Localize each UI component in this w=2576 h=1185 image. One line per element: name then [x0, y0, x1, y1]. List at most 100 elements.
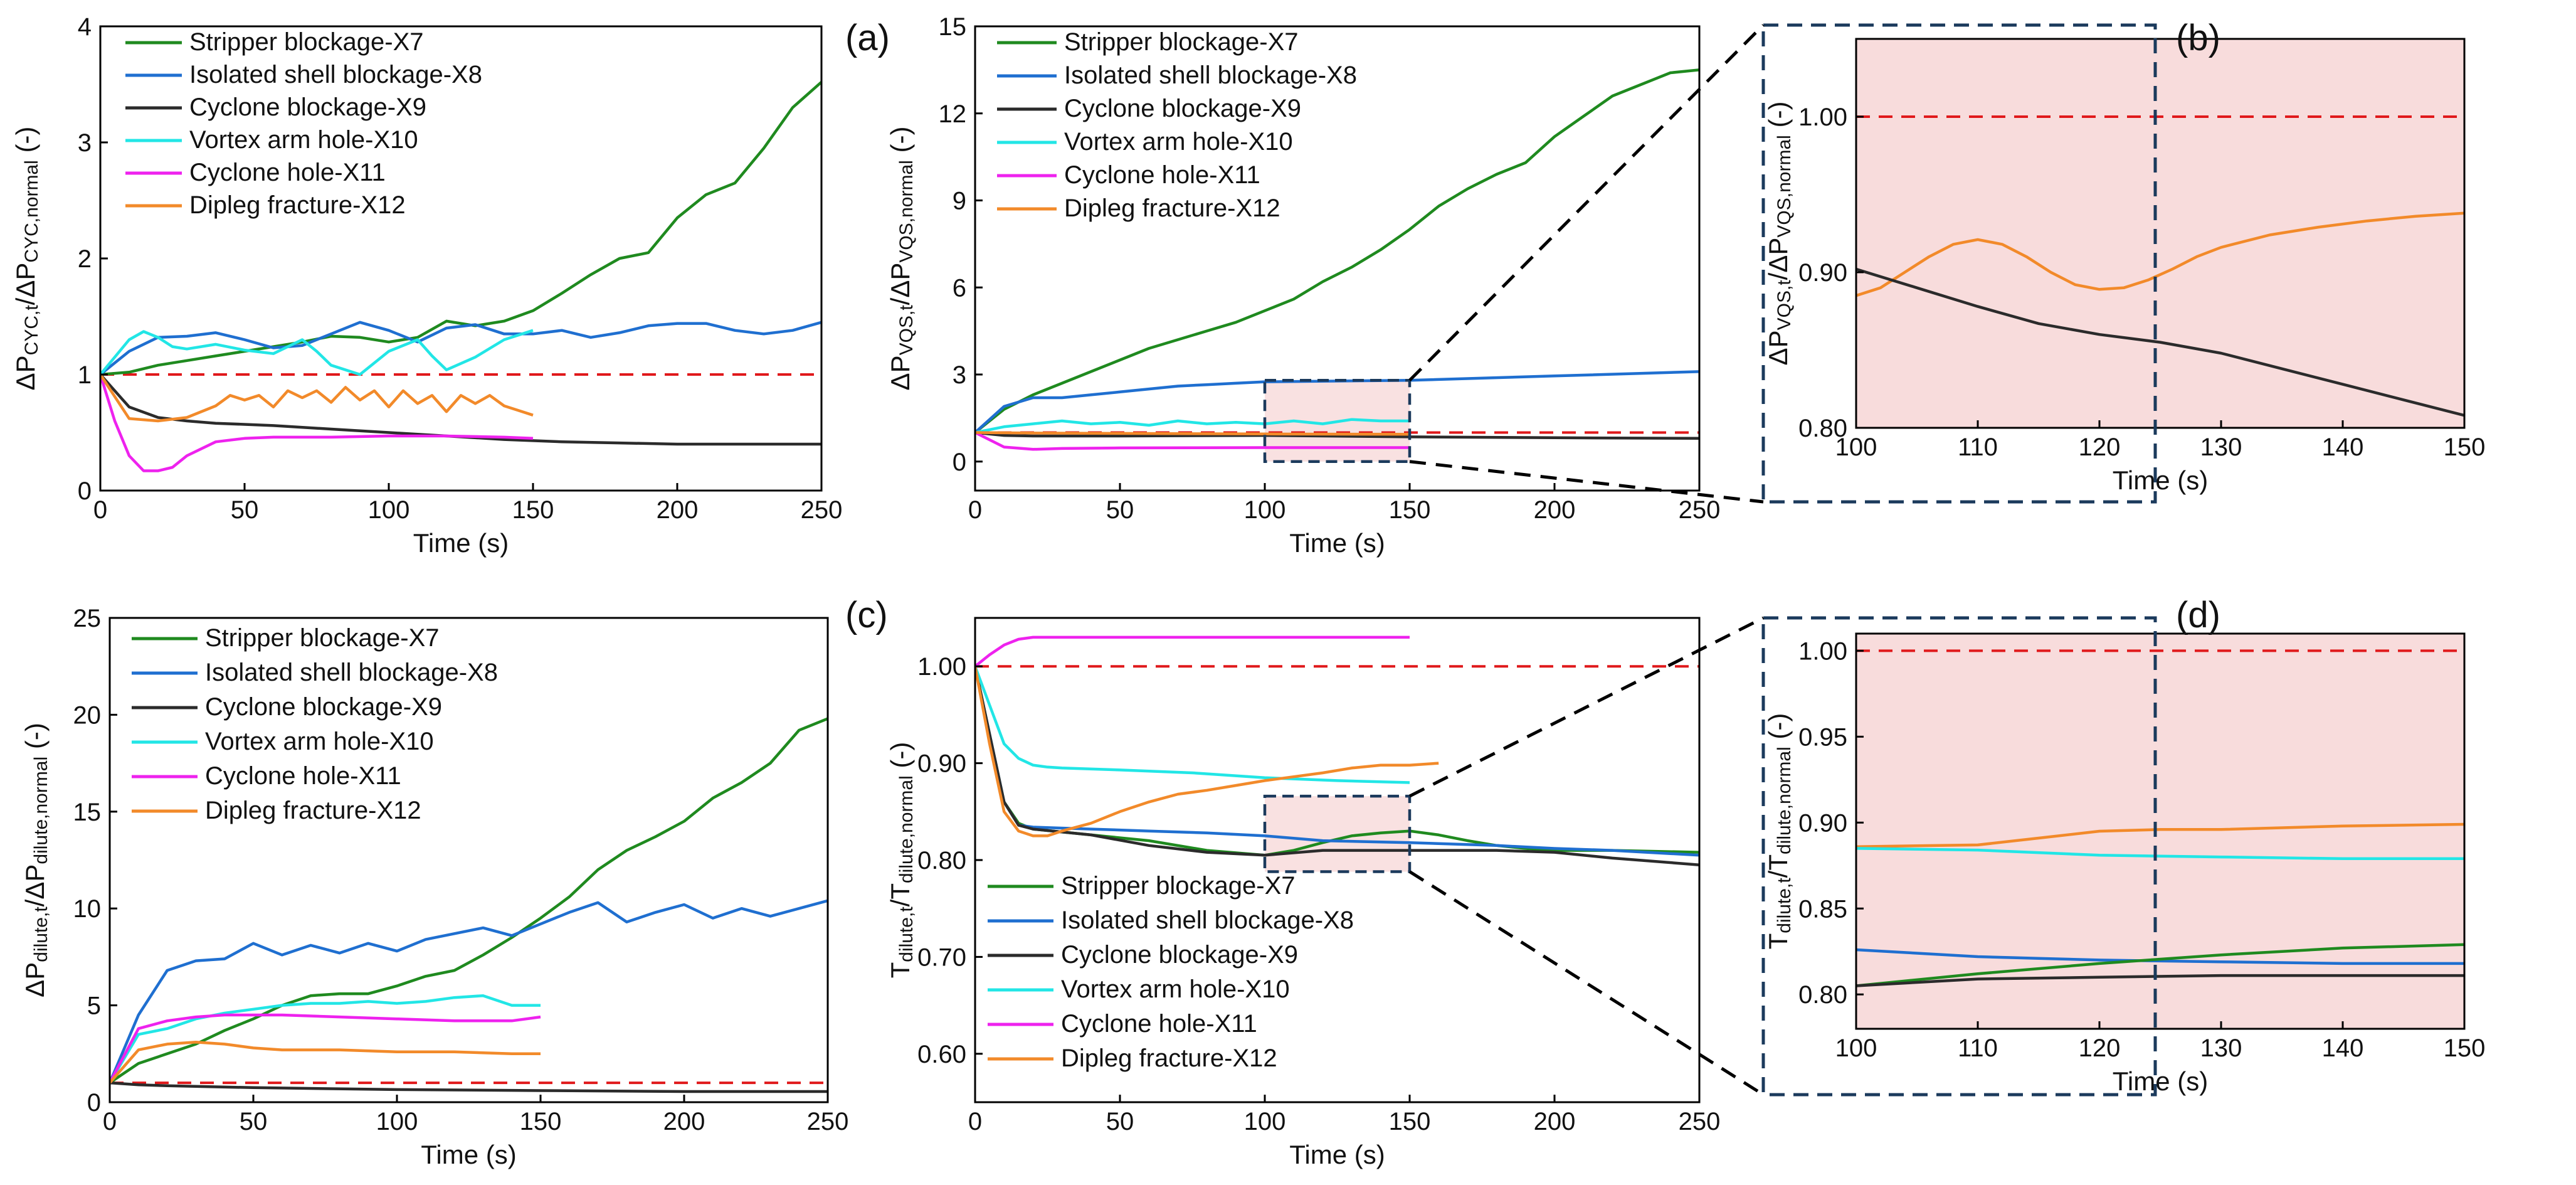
pa-series-X11 — [975, 431, 1410, 451]
p2-legend-label-X7: Stripper blockage-X7 — [205, 624, 440, 652]
pc-connector-top — [1408, 616, 1765, 798]
p2-series-X12 — [110, 1041, 541, 1084]
pb-y-tick-label: 0.80 — [1798, 415, 1847, 442]
pb-x-tick-label: 120 — [2079, 433, 2121, 461]
pd-y-axis-label-part-1: dilute,t — [1774, 878, 1795, 933]
p2-y-tick-label: 5 — [87, 992, 101, 1020]
p2-legend-label-X9: Cyclone blockage-X9 — [205, 693, 442, 721]
p1-x-tick-label: 50 — [231, 496, 259, 524]
pc-y-axis-label-part-0: T — [885, 962, 915, 979]
pc-y-tick-label: 0.70 — [917, 943, 966, 971]
pc-x-tick-label: 150 — [1389, 1108, 1431, 1135]
pb-series-X12 — [1856, 211, 2464, 297]
p1-y-axis-label-part-0: ΔP — [11, 355, 40, 390]
pb-y-axis-label-part-0: ΔP — [1763, 330, 1793, 365]
p2-x-tick-label: 0 — [103, 1108, 117, 1135]
p1-series-X10 — [100, 329, 534, 376]
pd-y-tick-label: 1.00 — [1798, 637, 1847, 665]
pc-y-axis-label-part-1: dilute,t — [896, 906, 917, 962]
p2-y-axis-label: ΔPdilute,t/ΔPdilute,normal (-) — [20, 723, 51, 997]
pa-x-tick-label: 100 — [1244, 496, 1286, 524]
panel-label-d: (d) — [2176, 595, 2220, 635]
p1-y-tick-label: 0 — [78, 477, 92, 505]
pb-x-tick-label: 100 — [1835, 433, 1877, 461]
pb-plot-frame — [1855, 38, 2466, 429]
pa-connector-top — [1408, 24, 1765, 382]
pa-legend-label-X12: Dipleg fracture-X12 — [1064, 194, 1280, 222]
pb-x-tick-label: 150 — [2444, 433, 2486, 461]
pd-y-tick-label: 0.85 — [1798, 895, 1847, 923]
panel-label-c: (c) — [845, 595, 888, 635]
pa-legend-label-X7: Stripper blockage-X7 — [1064, 28, 1299, 56]
pd-series-X8 — [1856, 948, 2464, 965]
p2-y-axis-label-part-4: (-) — [20, 723, 50, 757]
pa-x-tick-label: 150 — [1389, 496, 1431, 524]
pa-x-tick-label: 250 — [1679, 496, 1721, 524]
pa-x-tick-label: 50 — [1106, 496, 1134, 524]
p1-x-tick-label: 0 — [93, 496, 107, 524]
pd-x-tick-label: 130 — [2200, 1034, 2242, 1062]
pb-y-axis-label-part-4: (-) — [1763, 102, 1793, 136]
panel-label-b: (b) — [2176, 18, 2220, 58]
pd-x-tick-label: 110 — [1958, 1034, 1998, 1062]
pb-inset-background — [1856, 39, 2464, 428]
p1-series-X12 — [100, 373, 534, 423]
p1-y-tick-label: 3 — [78, 129, 92, 157]
pd-series-X10 — [1856, 847, 2464, 861]
pa-legend-label-X10: Vortex arm hole-X10 — [1064, 128, 1293, 156]
pa-y-tick-label: 12 — [939, 100, 967, 128]
pd-y-axis-label-part-0: T — [1763, 933, 1793, 950]
pd-y-tick-label: 0.95 — [1798, 723, 1847, 751]
pc-y-tick-label: 1.00 — [917, 653, 966, 681]
p1-x-tick-label: 150 — [512, 496, 554, 524]
pa-legend-label-X9: Cyclone blockage-X9 — [1064, 95, 1301, 122]
p1-legend-label-X10: Vortex arm hole-X10 — [189, 126, 418, 154]
p1-y-axis-label-part-3: CYC,normal — [21, 160, 42, 262]
pc-y-tick-label: 0.90 — [917, 750, 966, 778]
inset-frame-d — [1761, 616, 2157, 1097]
pb-y-tick-label: 1.00 — [1798, 104, 1847, 131]
pc-x-tick-label: 0 — [968, 1108, 982, 1135]
pa-series-X12 — [975, 431, 1410, 436]
pa-y-axis-label-part-0: ΔP — [885, 355, 915, 390]
p1-series-X8 — [100, 321, 821, 376]
p2-y-tick-label: 10 — [73, 895, 102, 923]
pd-x-tick-label: 100 — [1835, 1034, 1877, 1062]
p1-x-tick-label: 250 — [801, 496, 843, 524]
pb-y-axis-label-part-2: /ΔP — [1763, 238, 1793, 280]
pa-series-X10 — [975, 418, 1410, 434]
pd-y-axis-label-part-4: (-) — [1763, 713, 1793, 747]
pa-y-tick-label: 0 — [953, 449, 966, 476]
pc-legend-label-X9: Cyclone blockage-X9 — [1061, 941, 1298, 969]
p2-x-tick-label: 150 — [520, 1108, 562, 1135]
pa-series-X9 — [975, 431, 1699, 440]
pa-legend-label-X8: Isolated shell blockage-X8 — [1064, 61, 1357, 89]
pc-y-axis-label: Tdilute,t/Tdilute,normal (-) — [885, 742, 917, 979]
p2-y-axis-label-part-2: /ΔP — [20, 864, 50, 907]
pd-y-axis-label-part-2: /T — [1763, 854, 1793, 878]
pb-y-axis-label: ΔPVQS,t/ΔPVQS,normal (-) — [1763, 102, 1795, 366]
p1-y-tick-label: 2 — [78, 245, 92, 273]
p2-legend-label-X10: Vortex arm hole-X10 — [205, 728, 434, 755]
pa-zoom-region-box — [1263, 379, 1412, 463]
pc-series-X9 — [975, 666, 1699, 866]
p1-x-tick-label: 200 — [657, 496, 699, 524]
pa-y-axis-label: ΔPVQS,t/ΔPVQS,normal (-) — [885, 127, 917, 391]
pd-y-axis-label-part-3: dilute,normal — [1774, 747, 1795, 854]
pc-zoom-region-box — [1263, 794, 1412, 873]
p1-x-axis-label: Time (s) — [413, 528, 509, 558]
p1-series-X11 — [100, 374, 534, 472]
p2-y-tick-label: 15 — [73, 799, 102, 826]
pc-zoom-region-fill — [1265, 796, 1410, 872]
series-lines-layer — [100, 68, 2464, 1093]
p2-series-X7 — [110, 717, 828, 1084]
p2-x-tick-label: 100 — [376, 1108, 418, 1135]
p1-legend-label-X7: Stripper blockage-X7 — [189, 28, 424, 56]
p2-legend-label-X8: Isolated shell blockage-X8 — [205, 659, 498, 686]
zoom-connector-layer — [1263, 23, 2157, 1097]
pa-x-axis-label: Time (s) — [1289, 528, 1385, 558]
pb-y-axis-label-part-3: VQS,normal — [1774, 135, 1795, 237]
pa-legend-label-X11: Cyclone hole-X11 — [1064, 161, 1260, 189]
